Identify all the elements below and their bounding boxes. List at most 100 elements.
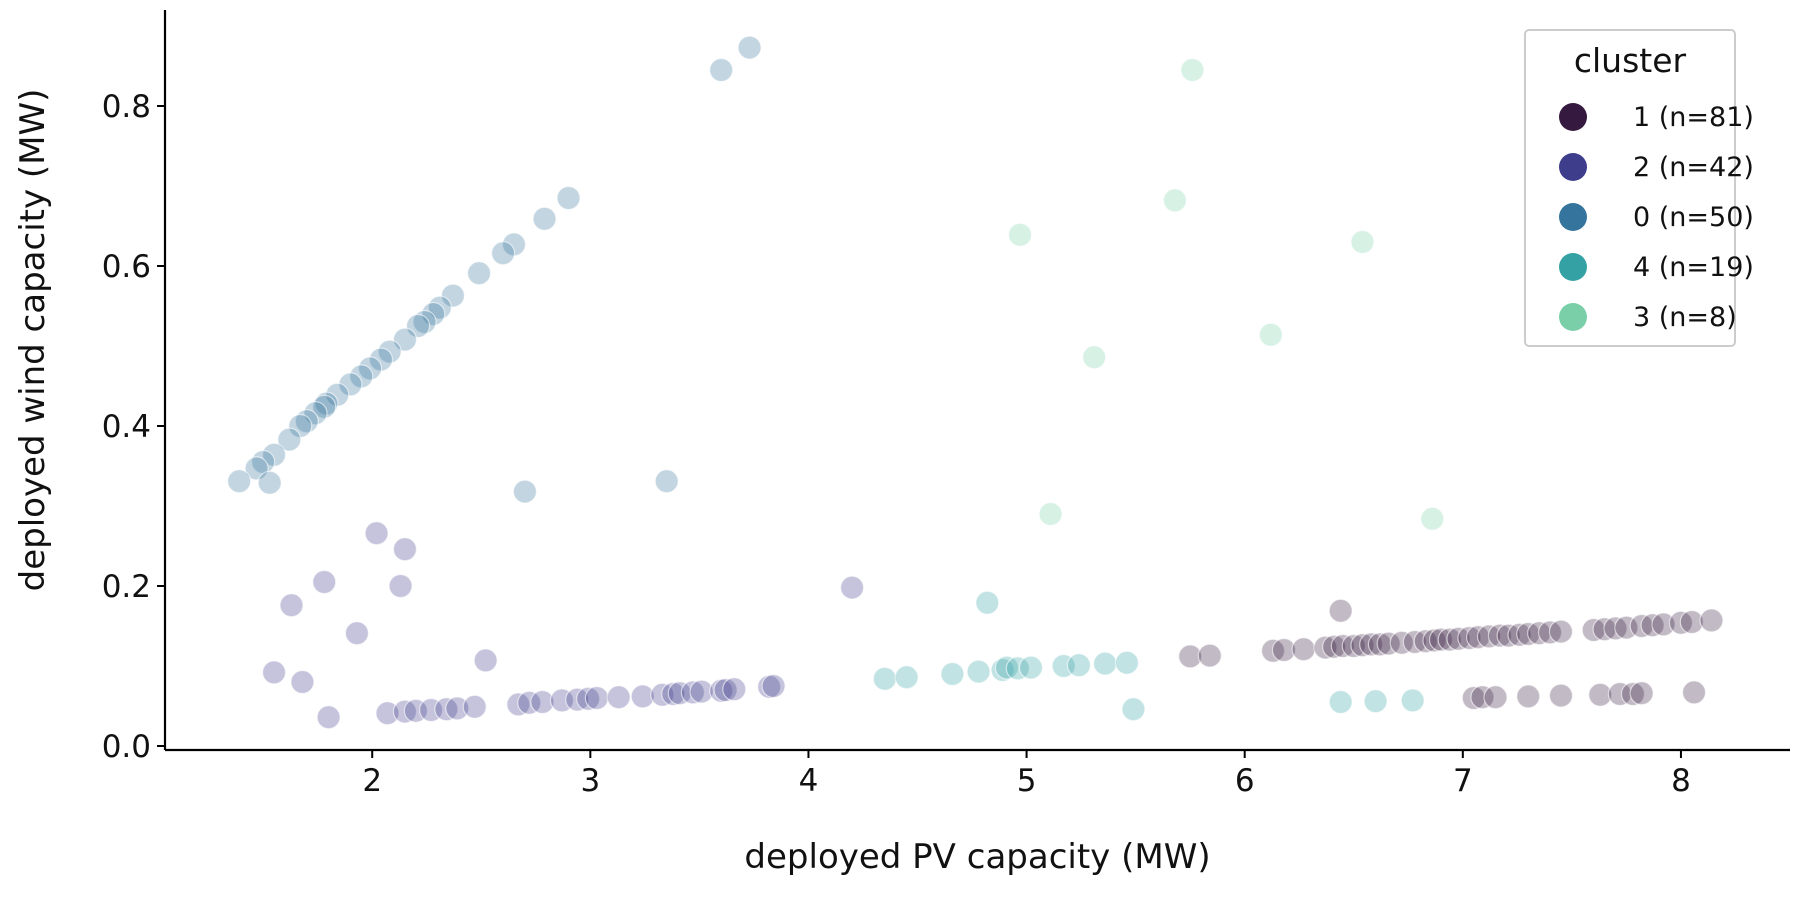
x-tick-label: 7 (1453, 763, 1473, 799)
x-ticks: 2 3 4 5 6 7 8 (362, 750, 1691, 799)
legend-marker (1559, 203, 1587, 231)
data-point (462, 694, 487, 719)
data-point (1651, 612, 1676, 637)
data-point (894, 665, 919, 690)
data-point (1359, 632, 1384, 657)
data-point (312, 394, 337, 419)
x-axis-title: deployed PV capacity (MW) (744, 837, 1210, 877)
data-point (257, 470, 282, 495)
y-tick-label: 0.4 (102, 409, 151, 445)
data-point (392, 537, 418, 562)
x-tick-label: 4 (799, 763, 819, 799)
data-point (440, 283, 466, 308)
data-point (689, 679, 714, 704)
data-point (294, 409, 319, 434)
data-point (1470, 685, 1495, 710)
data-point (1162, 188, 1187, 213)
legend-marker (1559, 153, 1587, 181)
data-point (1322, 634, 1347, 659)
data-point (277, 427, 302, 452)
data-point (1350, 633, 1375, 658)
data-point (1005, 656, 1030, 681)
data-point (556, 185, 581, 211)
data-point (1007, 222, 1033, 247)
data-point (1066, 653, 1092, 678)
data-point (1258, 322, 1283, 347)
data-point (344, 621, 370, 646)
data-point (1082, 345, 1107, 370)
data-point (312, 569, 337, 595)
data-point (530, 689, 555, 715)
data-point (466, 261, 492, 286)
data-point (473, 648, 498, 673)
data-point (680, 680, 705, 705)
data-point (490, 241, 516, 266)
legend-label: 3 (n=8) (1633, 302, 1737, 333)
data-point (1271, 637, 1297, 663)
legend-label: 2 (n=42) (1633, 152, 1754, 183)
y-tick-label: 0.6 (102, 249, 151, 285)
legend-marker (1559, 103, 1587, 131)
data-point (427, 295, 452, 320)
data-point (1038, 501, 1063, 527)
axes (163, 10, 1790, 752)
legend: cluster 1 (n=81) 2 (n=42) 0 (n=50) 4 (n=19)… (1524, 29, 1754, 347)
data-point (584, 685, 609, 711)
data-point (1367, 632, 1393, 657)
data-point (722, 677, 747, 702)
data-point (1461, 685, 1486, 711)
legend-marker (1559, 253, 1587, 281)
data-point (338, 372, 363, 397)
legend-label: 1 (n=81) (1633, 102, 1754, 133)
legend-title: cluster (1574, 41, 1687, 80)
data-point (667, 681, 692, 706)
data-point (1679, 609, 1704, 635)
data-point (1629, 681, 1654, 706)
data-point (1018, 655, 1044, 680)
x-tick-label: 3 (580, 763, 600, 799)
data-point (661, 681, 686, 707)
y-axis-title: deployed wind capacity (MW) (13, 89, 53, 592)
x-tick-label: 5 (1017, 763, 1037, 799)
data-point (1389, 630, 1414, 655)
data-point (532, 206, 557, 231)
data-point (405, 313, 431, 339)
data-point (261, 660, 287, 685)
data-point (872, 666, 897, 691)
data-point (1313, 635, 1338, 660)
x-tick-label: 8 (1671, 763, 1691, 799)
data-point (1607, 681, 1632, 707)
data-point (1483, 685, 1508, 710)
data-point (1457, 625, 1482, 651)
legend-label: 4 (n=19) (1633, 252, 1754, 283)
data-point (1681, 680, 1707, 705)
data-point (654, 469, 679, 494)
data-point (364, 521, 389, 546)
data-point (1487, 623, 1512, 648)
data-point (737, 35, 762, 60)
data-point (1093, 651, 1118, 676)
data-point (576, 686, 601, 711)
data-point (1588, 682, 1613, 707)
data-point (940, 661, 965, 687)
data-point (517, 690, 542, 715)
data-point (630, 684, 655, 709)
data-point (388, 573, 413, 599)
data-point (1328, 689, 1353, 715)
data-point (1400, 688, 1425, 713)
data-point (1428, 627, 1454, 652)
data-point (1548, 619, 1574, 644)
data-point (1114, 650, 1140, 675)
y-tick-label: 0.0 (102, 729, 151, 765)
data-point (1507, 622, 1532, 647)
data-point (1121, 697, 1146, 722)
data-point (606, 685, 631, 710)
data-point (290, 669, 315, 695)
data-point (966, 659, 991, 684)
data-point (316, 705, 341, 730)
data-point (1328, 598, 1353, 623)
data-point (761, 673, 786, 699)
data-point (1180, 57, 1205, 83)
data-point (839, 575, 865, 600)
